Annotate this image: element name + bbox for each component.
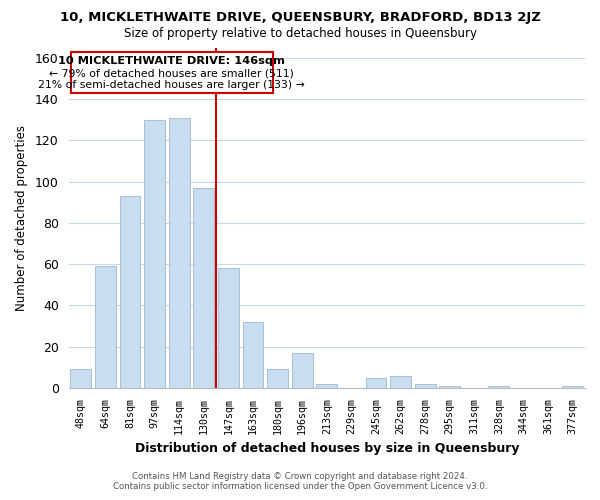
Bar — [390, 376, 411, 388]
Text: ← 79% of detached houses are smaller (511): ← 79% of detached houses are smaller (51… — [49, 68, 294, 78]
Bar — [292, 353, 313, 388]
Bar — [415, 384, 436, 388]
Text: 10 MICKLETHWAITE DRIVE: 146sqm: 10 MICKLETHWAITE DRIVE: 146sqm — [58, 56, 285, 66]
Bar — [488, 386, 509, 388]
Bar — [119, 196, 140, 388]
Bar — [218, 268, 239, 388]
Text: Contains HM Land Registry data © Crown copyright and database right 2024.
Contai: Contains HM Land Registry data © Crown c… — [113, 472, 487, 491]
Bar — [562, 386, 583, 388]
Bar — [95, 266, 116, 388]
Bar — [365, 378, 386, 388]
Bar — [193, 188, 214, 388]
FancyBboxPatch shape — [71, 52, 272, 93]
Bar — [316, 384, 337, 388]
Text: 21% of semi-detached houses are larger (133) →: 21% of semi-detached houses are larger (… — [38, 80, 305, 90]
Y-axis label: Number of detached properties: Number of detached properties — [15, 124, 28, 310]
Bar — [70, 370, 91, 388]
Bar — [267, 370, 288, 388]
Text: 10, MICKLETHWAITE DRIVE, QUEENSBURY, BRADFORD, BD13 2JZ: 10, MICKLETHWAITE DRIVE, QUEENSBURY, BRA… — [59, 11, 541, 24]
Text: Size of property relative to detached houses in Queensbury: Size of property relative to detached ho… — [124, 28, 476, 40]
Bar — [169, 118, 190, 388]
Bar — [439, 386, 460, 388]
Bar — [144, 120, 165, 388]
Bar — [242, 322, 263, 388]
X-axis label: Distribution of detached houses by size in Queensbury: Distribution of detached houses by size … — [134, 442, 519, 455]
